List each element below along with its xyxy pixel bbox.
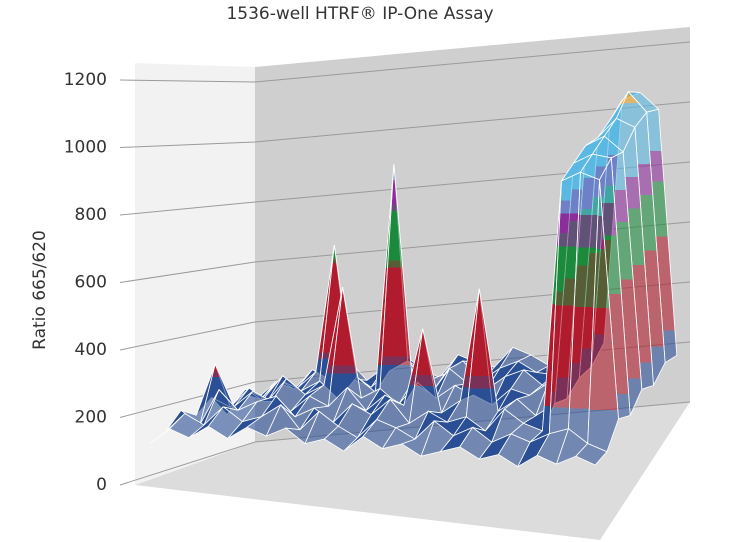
y-axis-label: Ratio 665/620 xyxy=(30,230,50,350)
y-tick-label: 400 xyxy=(75,340,107,360)
y-tick-label: 800 xyxy=(75,205,107,225)
y-tick-label: 600 xyxy=(75,273,107,293)
grid-line xyxy=(119,101,691,148)
grid-line xyxy=(119,41,691,83)
grid-line xyxy=(119,281,691,351)
surface-cell xyxy=(575,443,608,466)
grid-line xyxy=(119,221,691,283)
grid-line xyxy=(119,161,691,216)
y-tick-label: 1200 xyxy=(64,70,107,90)
grid-line xyxy=(119,341,691,418)
y-tick-label: 1000 xyxy=(64,138,107,158)
y-tick-label: 200 xyxy=(75,408,107,428)
chart-title: 1536-well HTRF® IP-One Assay xyxy=(226,4,493,24)
side-wall xyxy=(135,63,255,485)
y-tick-label: 0 xyxy=(96,475,107,495)
